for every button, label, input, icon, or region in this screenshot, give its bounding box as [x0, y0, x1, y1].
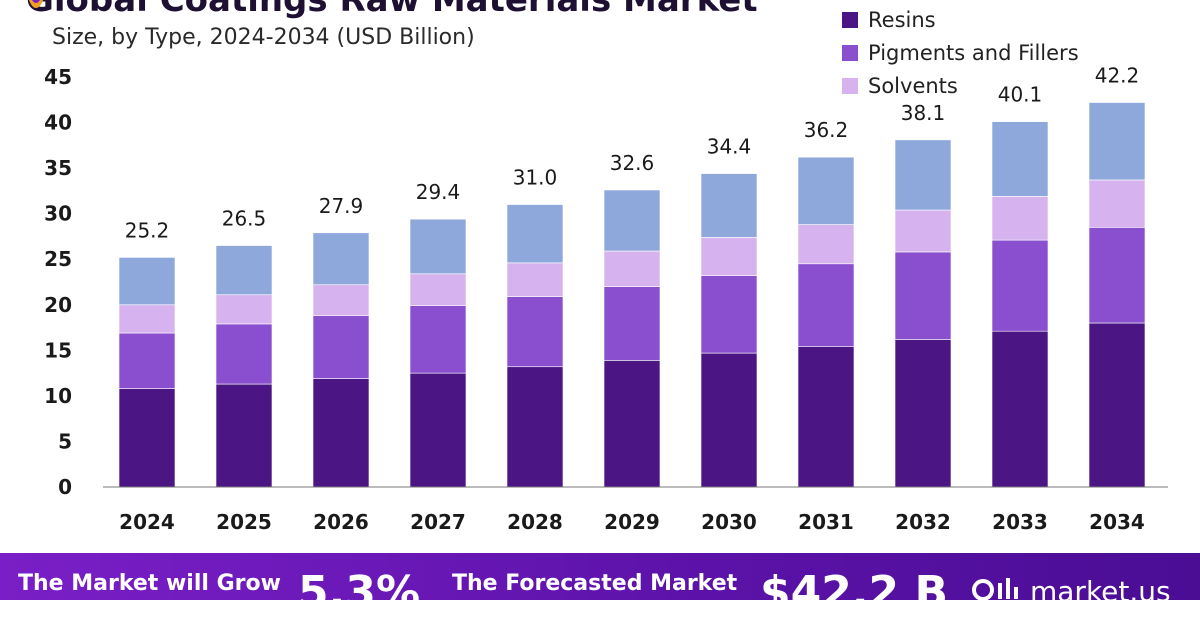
bar-segment [991, 196, 1049, 241]
bar-segment [1088, 227, 1146, 324]
bar-segment [603, 250, 661, 287]
x-tick-label: 2034 [1089, 510, 1145, 534]
bar-segment [603, 360, 661, 488]
legend-swatch-pigments [842, 44, 858, 61]
bar-segment [215, 294, 273, 325]
footer-cagr-value: 5.3% [298, 567, 421, 618]
y-tick-label: 30 [44, 202, 72, 226]
bar-segment [603, 189, 661, 252]
bar-segment [894, 251, 952, 340]
y-tick-label: 15 [44, 338, 72, 362]
bar-total-label: 34.4 [707, 135, 752, 159]
footer-forecast-label: The Forecasted Market [452, 571, 738, 596]
legend-swatch-resins [842, 11, 858, 28]
bar-segment [700, 352, 758, 488]
y-tick-label: 25 [44, 247, 72, 271]
bar-segment [1088, 179, 1146, 228]
bar-segment [118, 332, 176, 389]
bar-segment [506, 262, 564, 297]
bar-segment [797, 263, 855, 347]
x-tick-label: 2027 [410, 510, 466, 534]
bar-segment [215, 245, 273, 296]
chart-title: Global Coatings Raw Materials Market [26, 0, 758, 20]
x-tick-label: 2024 [119, 510, 175, 534]
y-tick-label: 40 [44, 111, 72, 135]
footer-grow-label: The Market will Grow [18, 571, 281, 596]
legend-item-pigments: Pigments and Fillers [842, 36, 1079, 69]
bar-total-label: 42.2 [1095, 64, 1140, 88]
market-us-logo-icon [972, 578, 1018, 601]
legend-item-solvents: Solvents [842, 69, 1079, 102]
bar-segment [409, 218, 467, 275]
bar-segment [409, 305, 467, 374]
bar-segment [1088, 322, 1146, 488]
x-tick-label: 2032 [895, 510, 951, 534]
y-tick-label: 0 [58, 475, 72, 499]
bar-segment [797, 156, 855, 225]
bar-segment [506, 366, 564, 488]
bar-total-label: 31.0 [513, 166, 558, 190]
bar-total-label: 40.1 [998, 83, 1043, 107]
bar-segment [312, 315, 370, 379]
bar-total-label: 38.1 [901, 101, 946, 125]
x-tick-label: 2025 [216, 510, 272, 534]
bar-total-label: 29.4 [416, 180, 461, 204]
bar-segment [409, 372, 467, 488]
chart-subtitle: Size, by Type, 2024-2034 (USD Billion) [52, 25, 475, 50]
bar-segment [797, 346, 855, 488]
brand-logo-icon [29, 0, 43, 8]
chart-legend: Resins Pigments and Fillers Solvents [842, 3, 1079, 102]
bar-total-label: 36.2 [804, 118, 849, 142]
bar-segment [991, 239, 1049, 332]
bar-total-label: 27.9 [319, 194, 364, 218]
bar-segment [991, 121, 1049, 197]
bar-segment [312, 378, 370, 488]
footer-banner: The Market will Grow 5.3% The Forecasted… [0, 553, 1200, 618]
x-tick-label: 2033 [992, 510, 1048, 534]
bar-segment [118, 388, 176, 488]
footer-brand: market.us [1030, 575, 1171, 608]
y-tick-label: 20 [44, 293, 72, 317]
bar-segment [603, 286, 661, 361]
y-tick-label: 35 [44, 156, 72, 180]
bar-segment [1088, 102, 1146, 181]
bar-segment [215, 323, 273, 385]
bar-segment [991, 330, 1049, 488]
bar-segment [894, 339, 952, 488]
bar-segment [894, 139, 952, 211]
y-tick-label: 10 [44, 384, 72, 408]
y-tick-label: 45 [44, 65, 72, 89]
legend-label-pigments: Pigments and Fillers [868, 40, 1079, 65]
x-tick-label: 2031 [798, 510, 854, 534]
bar-segment [700, 275, 758, 354]
bar-segment [506, 296, 564, 368]
footer-forecast-value: $42.2 B [760, 567, 949, 618]
bar-segment [700, 237, 758, 276]
x-tick-label: 2029 [604, 510, 660, 534]
bar-segment [894, 209, 952, 253]
bar-total-label: 25.2 [125, 218, 170, 242]
bar-segment [215, 383, 273, 488]
bar-segment [118, 304, 176, 334]
y-tick-label: 5 [58, 429, 72, 453]
legend-label-resins: Resins [868, 7, 936, 32]
legend-item-resins: Resins [842, 3, 1079, 36]
bar-segment [118, 257, 176, 306]
bar-segment [700, 173, 758, 238]
bar-segment [312, 284, 370, 317]
x-tick-label: 2026 [313, 510, 369, 534]
bar-segment [409, 273, 467, 306]
stacked-bar-chart: 05101520253035404525.2202426.5202527.920… [44, 64, 1168, 534]
bar-total-label: 26.5 [222, 207, 267, 231]
bar-segment [797, 224, 855, 265]
bar-total-label: 32.6 [610, 151, 655, 175]
x-tick-label: 2028 [507, 510, 563, 534]
legend-label-solvents: Solvents [868, 73, 958, 98]
x-tick-label: 2030 [701, 510, 757, 534]
bar-segment [312, 232, 370, 286]
bar-segment [506, 204, 564, 264]
legend-swatch-solvents [842, 77, 858, 94]
